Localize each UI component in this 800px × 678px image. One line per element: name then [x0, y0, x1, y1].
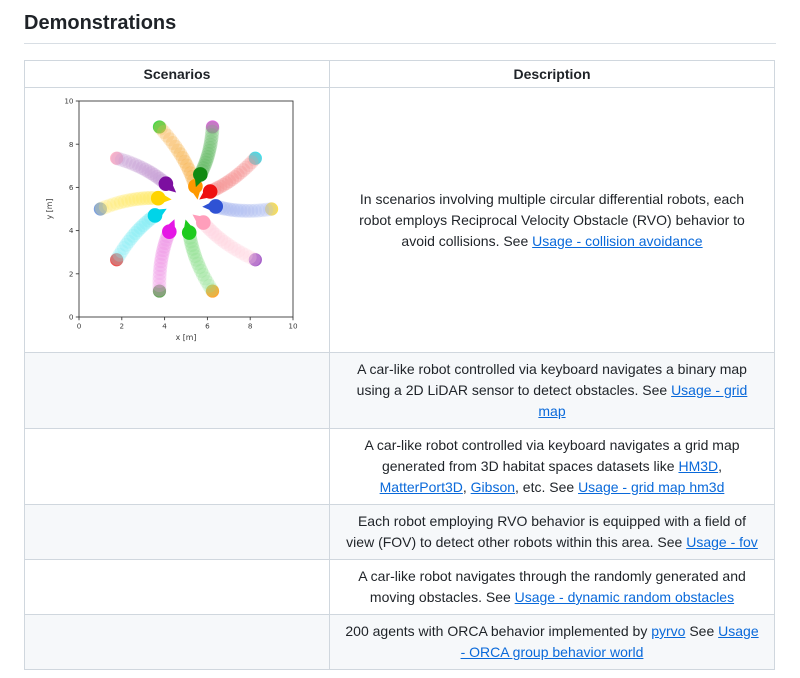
scenario-cell-empty: [24, 504, 330, 560]
trajectory-trail-royal-blue: [213, 200, 278, 218]
robot-marker-cyan: [147, 208, 167, 223]
doc-link[interactable]: Usage - grid map: [538, 382, 748, 419]
robot-marker-royal-blue: [202, 199, 224, 214]
x-tick-label: 10: [288, 322, 298, 331]
goal-dot-magenta: [205, 120, 220, 134]
description-text: , etc. See: [515, 479, 579, 495]
rvo-scenario-plot[interactable]: 0 2 4 6 8 10 0 2 4 6 8 10 x [m] y [m]: [41, 91, 313, 349]
demonstrations-table: Scenarios Description 0 2 4 6 8 10 0 2 4 6 8 10 x [m…: [24, 60, 775, 670]
description-text: ,: [462, 479, 471, 495]
y-tick-label: 0: [69, 313, 74, 322]
doc-link[interactable]: Gibson: [470, 479, 516, 495]
doc-link[interactable]: HM3D: [678, 458, 719, 474]
description-text: A car-like robot controlled via keyboard…: [356, 361, 747, 398]
column-header-scenarios: Scenarios: [24, 60, 330, 88]
table-header: Scenarios Description: [24, 60, 775, 88]
scenario-plot-figure[interactable]: 0 2 4 6 8 10 0 2 4 6 8 10 x [m] y [m]: [28, 91, 326, 349]
description-cell: A car-like robot navigates through the r…: [329, 559, 775, 615]
robot-marker-dark-violet: [158, 176, 177, 193]
doc-link[interactable]: MatterPort3D: [379, 479, 463, 495]
robot-marker-light-pink: [192, 214, 211, 230]
goal-dot-yellow: [265, 202, 279, 216]
description-cell: A car-like robot controlled via keyboard…: [329, 352, 775, 429]
doc-link[interactable]: Usage - fov: [686, 534, 758, 550]
goal-dot-light-pink: [110, 151, 124, 165]
table-row: 200 agents with ORCA behavior implemente…: [24, 614, 775, 670]
scenario-cell-empty: [24, 614, 330, 670]
doc-link[interactable]: pyrvo: [651, 623, 686, 639]
goal-dot-orange: [205, 284, 220, 298]
trajectory-trail-light-pink: [199, 219, 261, 267]
robot-marker-yellow: [150, 190, 172, 206]
description-cell: 200 agents with ORCA behavior implemente…: [329, 614, 775, 670]
y-tick-label: 10: [64, 97, 74, 106]
demo-table-body: 0 2 4 6 8 10 0 2 4 6 8 10 x [m] y [m] In scenarios inv…: [24, 87, 775, 670]
scenario-cell-empty: [24, 559, 330, 615]
y-axis-label: y [m]: [45, 199, 54, 220]
header-row: Scenarios Description: [24, 60, 775, 88]
trajectory-trail-yellow: [94, 191, 161, 216]
column-header-description: Description: [329, 60, 775, 88]
goal-dot-red: [110, 253, 124, 267]
description-text: ,: [718, 458, 723, 474]
scenario-cell-plot: 0 2 4 6 8 10 0 2 4 6 8 10 x [m] y [m]: [24, 87, 330, 353]
table-row: A car-like robot controlled via keyboard…: [24, 352, 775, 429]
x-axis-label: x [m]: [176, 333, 197, 342]
robot-marker-magenta: [162, 219, 177, 239]
goal-dot-green: [152, 120, 167, 134]
x-tick-label: 4: [162, 322, 167, 331]
x-tick-label: 0: [77, 322, 82, 331]
y-tick-label: 6: [69, 183, 74, 192]
table-row: A car-like robot navigates through the r…: [24, 559, 775, 615]
x-tick-label: 2: [120, 322, 125, 331]
y-tick-label: 4: [69, 226, 74, 235]
description-cell: Each robot employing RVO behavior is equ…: [329, 504, 775, 560]
robot-marker-red: [199, 184, 218, 200]
description-text: In scenarios involving multiple circular…: [359, 190, 745, 249]
goal-dot-cyan: [248, 151, 262, 165]
table-row: 0 2 4 6 8 10 0 2 4 6 8 10 x [m] y [m] In scenarios inv…: [24, 87, 775, 353]
trajectory-trail-cyan: [110, 211, 159, 266]
table-row: A car-like robot controlled via keyboard…: [24, 428, 775, 505]
page-title: Demonstrations: [24, 12, 776, 44]
table-row: Each robot employing RVO behavior is equ…: [24, 504, 775, 560]
doc-link[interactable]: Usage - grid map hm3d: [578, 479, 725, 495]
description-text: Each robot employing RVO behavior is equ…: [346, 513, 747, 550]
description-text: See: [685, 623, 719, 639]
scenario-cell-empty: [24, 352, 330, 429]
goal-dot-dark-violet: [248, 253, 262, 267]
y-tick-label: 2: [69, 269, 74, 278]
goal-dot-royal-blue: [93, 202, 107, 216]
robot-marker-dark-green: [193, 167, 208, 188]
y-tick-label: 8: [69, 140, 74, 149]
description-text: A car-like robot controlled via keyboard…: [364, 437, 740, 474]
description-cell: In scenarios involving multiple circular…: [329, 87, 775, 353]
description-cell: A car-like robot controlled via keyboard…: [329, 428, 775, 505]
scenario-cell-empty: [24, 428, 330, 505]
robot-marker-green: [181, 219, 197, 240]
x-tick-label: 8: [248, 322, 253, 331]
goal-dot-dark-green: [152, 284, 167, 298]
description-text: 200 agents with ORCA behavior implemente…: [345, 623, 652, 639]
description-text: A car-like robot navigates through the r…: [358, 568, 746, 605]
axes-box: [78, 100, 294, 318]
doc-link[interactable]: Usage - ORCA group behavior world: [460, 623, 759, 660]
x-tick-label: 6: [205, 322, 210, 331]
doc-link[interactable]: Usage - collision avoidance: [532, 232, 703, 249]
doc-link[interactable]: Usage - dynamic random obstacles: [514, 589, 735, 605]
trajectory-trail-magenta: [152, 229, 175, 297]
